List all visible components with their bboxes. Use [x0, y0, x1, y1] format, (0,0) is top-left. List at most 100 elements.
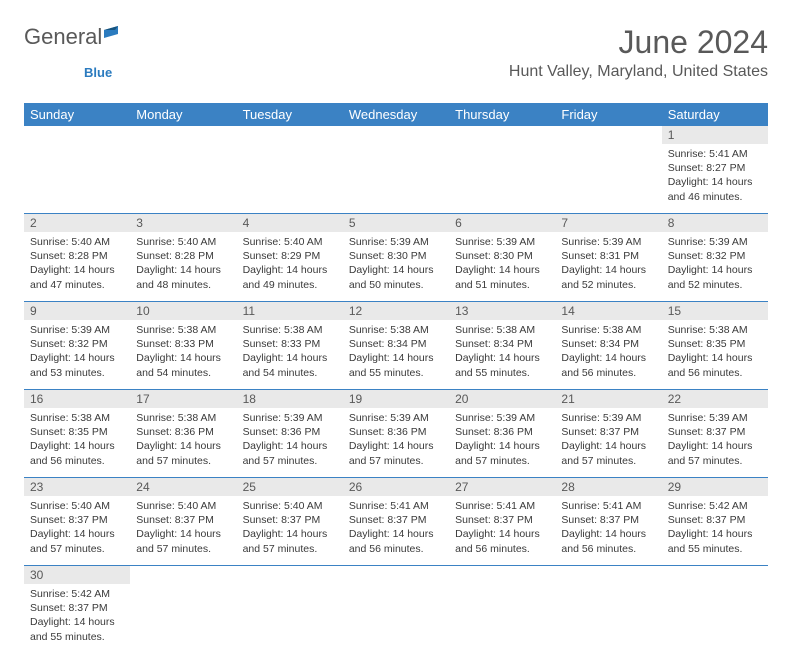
day-content-cell: Sunrise: 5:39 AMSunset: 8:32 PMDaylight:… — [24, 320, 130, 390]
day-content-cell: Sunrise: 5:40 AMSunset: 8:37 PMDaylight:… — [24, 496, 130, 566]
day-content-cell: Sunrise: 5:39 AMSunset: 8:37 PMDaylight:… — [555, 408, 661, 478]
day-number-cell: 23 — [24, 478, 130, 497]
day-content-cell: Sunrise: 5:39 AMSunset: 8:36 PMDaylight:… — [449, 408, 555, 478]
day-number-cell: 2 — [24, 214, 130, 233]
day-content-cell: Sunrise: 5:39 AMSunset: 8:36 PMDaylight:… — [343, 408, 449, 478]
day-content-cell — [662, 584, 768, 653]
day-content-cell: Sunrise: 5:42 AMSunset: 8:37 PMDaylight:… — [24, 584, 130, 653]
day-content-cell: Sunrise: 5:39 AMSunset: 8:30 PMDaylight:… — [449, 232, 555, 302]
day-number-cell: 25 — [237, 478, 343, 497]
day-number-cell — [130, 566, 236, 585]
content-row: Sunrise: 5:40 AMSunset: 8:28 PMDaylight:… — [24, 232, 768, 302]
logo-text-blue: Blue — [84, 65, 112, 80]
day-number-cell: 30 — [24, 566, 130, 585]
day-number-cell — [555, 566, 661, 585]
day-content-cell — [555, 144, 661, 214]
day-number-cell: 18 — [237, 390, 343, 409]
day-number-cell — [343, 566, 449, 585]
content-row: Sunrise: 5:39 AMSunset: 8:32 PMDaylight:… — [24, 320, 768, 390]
day-number-cell: 9 — [24, 302, 130, 321]
day-content-cell: Sunrise: 5:38 AMSunset: 8:35 PMDaylight:… — [24, 408, 130, 478]
weekday-header: Monday — [130, 103, 236, 126]
day-content-cell: Sunrise: 5:38 AMSunset: 8:34 PMDaylight:… — [449, 320, 555, 390]
day-number-cell: 13 — [449, 302, 555, 321]
day-number-cell: 27 — [449, 478, 555, 497]
day-content-cell — [237, 144, 343, 214]
day-content-cell — [130, 144, 236, 214]
day-content-cell: Sunrise: 5:38 AMSunset: 8:34 PMDaylight:… — [343, 320, 449, 390]
day-number-cell — [237, 566, 343, 585]
day-number-cell: 21 — [555, 390, 661, 409]
day-content-cell: Sunrise: 5:38 AMSunset: 8:34 PMDaylight:… — [555, 320, 661, 390]
day-number-cell: 10 — [130, 302, 236, 321]
weekday-header: Tuesday — [237, 103, 343, 126]
day-number-cell: 4 — [237, 214, 343, 233]
day-number-cell — [449, 566, 555, 585]
calendar-header: SundayMondayTuesdayWednesdayThursdayFrid… — [24, 103, 768, 126]
weekday-header: Saturday — [662, 103, 768, 126]
day-content-cell — [343, 584, 449, 653]
day-content-cell — [130, 584, 236, 653]
daynum-row: 1 — [24, 126, 768, 144]
day-content-cell: Sunrise: 5:38 AMSunset: 8:35 PMDaylight:… — [662, 320, 768, 390]
weekday-header: Sunday — [24, 103, 130, 126]
day-number-cell — [343, 126, 449, 144]
day-number-cell: 3 — [130, 214, 236, 233]
day-content-cell: Sunrise: 5:41 AMSunset: 8:37 PMDaylight:… — [555, 496, 661, 566]
day-content-cell — [449, 144, 555, 214]
daynum-row: 16171819202122 — [24, 390, 768, 409]
day-number-cell: 6 — [449, 214, 555, 233]
daynum-row: 2345678 — [24, 214, 768, 233]
logo: General — [24, 24, 126, 50]
day-content-cell: Sunrise: 5:40 AMSunset: 8:28 PMDaylight:… — [130, 232, 236, 302]
day-content-cell: Sunrise: 5:38 AMSunset: 8:33 PMDaylight:… — [237, 320, 343, 390]
day-number-cell: 12 — [343, 302, 449, 321]
day-content-cell: Sunrise: 5:41 AMSunset: 8:37 PMDaylight:… — [343, 496, 449, 566]
day-number-cell — [24, 126, 130, 144]
daynum-row: 9101112131415 — [24, 302, 768, 321]
day-content-cell — [449, 584, 555, 653]
calendar-table: SundayMondayTuesdayWednesdayThursdayFrid… — [24, 103, 768, 653]
day-content-cell: Sunrise: 5:39 AMSunset: 8:31 PMDaylight:… — [555, 232, 661, 302]
day-number-cell: 24 — [130, 478, 236, 497]
logo-blue-wrap: Blue — [24, 65, 768, 83]
daynum-row: 23242526272829 — [24, 478, 768, 497]
day-number-cell: 8 — [662, 214, 768, 233]
day-number-cell: 15 — [662, 302, 768, 321]
day-content-cell — [237, 584, 343, 653]
day-number-cell: 11 — [237, 302, 343, 321]
day-content-cell: Sunrise: 5:39 AMSunset: 8:32 PMDaylight:… — [662, 232, 768, 302]
day-number-cell: 14 — [555, 302, 661, 321]
day-content-cell: Sunrise: 5:39 AMSunset: 8:37 PMDaylight:… — [662, 408, 768, 478]
day-content-cell: Sunrise: 5:38 AMSunset: 8:33 PMDaylight:… — [130, 320, 236, 390]
daynum-row: 30 — [24, 566, 768, 585]
day-content-cell: Sunrise: 5:39 AMSunset: 8:30 PMDaylight:… — [343, 232, 449, 302]
day-number-cell — [237, 126, 343, 144]
weekday-header: Wednesday — [343, 103, 449, 126]
day-number-cell — [449, 126, 555, 144]
day-content-cell: Sunrise: 5:40 AMSunset: 8:28 PMDaylight:… — [24, 232, 130, 302]
day-content-cell — [343, 144, 449, 214]
day-number-cell: 28 — [555, 478, 661, 497]
day-number-cell: 1 — [662, 126, 768, 144]
day-content-cell: Sunrise: 5:42 AMSunset: 8:37 PMDaylight:… — [662, 496, 768, 566]
day-number-cell: 19 — [343, 390, 449, 409]
day-number-cell: 16 — [24, 390, 130, 409]
content-row: Sunrise: 5:41 AMSunset: 8:27 PMDaylight:… — [24, 144, 768, 214]
day-number-cell: 17 — [130, 390, 236, 409]
day-number-cell: 20 — [449, 390, 555, 409]
day-number-cell — [130, 126, 236, 144]
day-content-cell: Sunrise: 5:40 AMSunset: 8:29 PMDaylight:… — [237, 232, 343, 302]
flag-icon — [104, 22, 126, 48]
day-content-cell: Sunrise: 5:40 AMSunset: 8:37 PMDaylight:… — [130, 496, 236, 566]
day-number-cell — [662, 566, 768, 585]
day-number-cell: 29 — [662, 478, 768, 497]
content-row: Sunrise: 5:38 AMSunset: 8:35 PMDaylight:… — [24, 408, 768, 478]
day-number-cell: 7 — [555, 214, 661, 233]
day-content-cell: Sunrise: 5:38 AMSunset: 8:36 PMDaylight:… — [130, 408, 236, 478]
calendar-body: 1Sunrise: 5:41 AMSunset: 8:27 PMDaylight… — [24, 126, 768, 653]
weekday-header: Thursday — [449, 103, 555, 126]
day-content-cell: Sunrise: 5:41 AMSunset: 8:27 PMDaylight:… — [662, 144, 768, 214]
logo-text-general: General — [24, 24, 102, 50]
day-content-cell — [555, 584, 661, 653]
